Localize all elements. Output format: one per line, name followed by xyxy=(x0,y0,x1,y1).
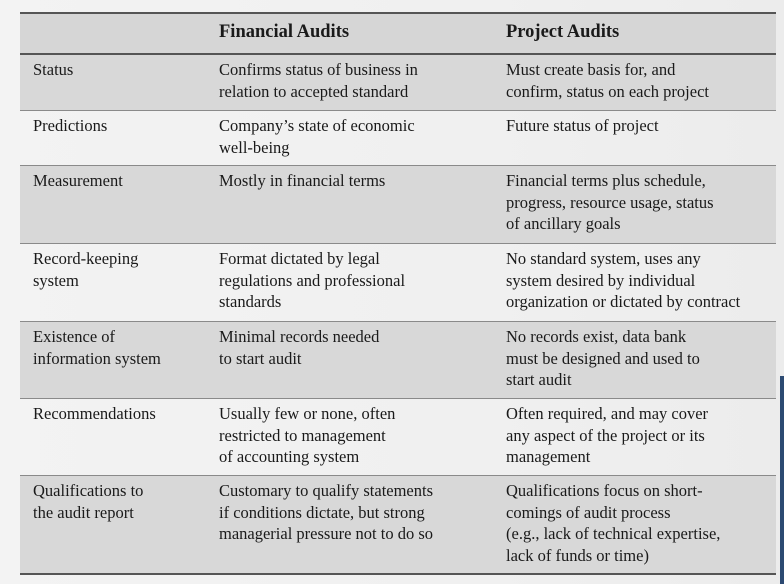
table-row-qualifications: Qualifications to the audit report Custo… xyxy=(20,476,776,575)
row-label: Status xyxy=(33,60,74,79)
header-financial-audits: Financial Audits xyxy=(219,22,350,42)
row-label: Existence of information system xyxy=(33,327,161,368)
table-row-predictions: Predictions Company’s state of economic … xyxy=(20,111,776,166)
project-cell: Must create basis for, and confirm, stat… xyxy=(506,60,709,101)
table-row-record-keeping: Record-keeping system Format dictated by… xyxy=(20,244,776,322)
row-label: Measurement xyxy=(33,171,123,190)
financial-cell: Mostly in financial terms xyxy=(219,171,386,190)
row-label: Qualifications to the audit report xyxy=(33,481,144,522)
table-row-measurement: Measurement Mostly in financial terms Fi… xyxy=(20,166,776,244)
project-cell: No standard system, uses any system desi… xyxy=(506,249,741,311)
project-cell: Future status of project xyxy=(506,116,659,135)
project-cell: Often required, and may cover any aspect… xyxy=(506,404,709,466)
edge-bar xyxy=(780,376,784,584)
row-label: Recommendations xyxy=(33,404,156,423)
project-cell: Qualifications focus on short- comings o… xyxy=(506,481,721,565)
project-cell: Financial terms plus schedule, progress,… xyxy=(506,171,714,233)
header-project-audits: Project Audits xyxy=(506,22,620,42)
table-row-status: Status Confirms status of business in re… xyxy=(20,55,776,111)
table-header-row: Financial Audits Project Audits xyxy=(20,12,776,55)
financial-cell: Company’s state of economic well-being xyxy=(219,116,415,157)
row-label: Predictions xyxy=(33,116,108,135)
project-cell: No records exist, data bank must be desi… xyxy=(506,327,700,389)
financial-cell: Usually few or none, often restricted to… xyxy=(219,404,396,466)
financial-cell: Minimal records needed to start audit xyxy=(219,327,380,368)
row-label: Record-keeping system xyxy=(33,249,139,290)
header-criteria xyxy=(33,14,219,53)
financial-cell: Format dictated by legal regulations and… xyxy=(219,249,406,311)
audit-comparison-table: Financial Audits Project Audits Status C… xyxy=(20,12,776,575)
table-row-information-system: Existence of information system Minimal … xyxy=(20,322,776,399)
financial-cell: Customary to qualify statements if condi… xyxy=(219,481,434,543)
financial-cell: Confirms status of business in relation … xyxy=(219,60,418,101)
table-row-recommendations: Recommendations Usually few or none, oft… xyxy=(20,399,776,476)
